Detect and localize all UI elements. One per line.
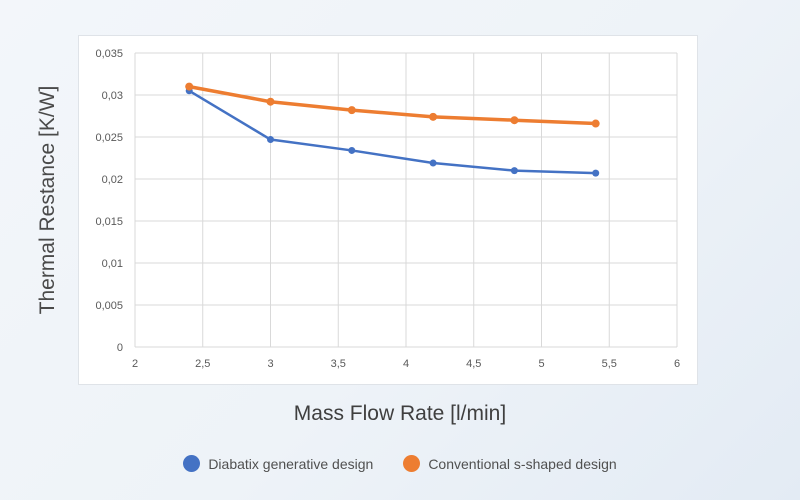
y-tick-label: 0,015 <box>95 216 123 228</box>
data-point-diabatix <box>267 136 274 144</box>
data-point-conventional <box>266 97 275 106</box>
x-tick-label: 5,5 <box>602 358 617 370</box>
line-chart: 0 0,005 0,01 0,015 0,02 0,025 0,03 0,035 2 2,5 3 3,… <box>95 48 680 370</box>
data-point-conventional <box>185 82 194 91</box>
y-tick-label: 0,02 <box>102 174 123 186</box>
x-tick-label: 4,5 <box>466 358 481 370</box>
y-tick-label: 0,03 <box>102 90 123 102</box>
x-tick-label: 2 <box>132 358 138 370</box>
series-line-conventional <box>187 84 598 126</box>
legend-item-conventional: Conventional s-shaped design <box>403 455 617 472</box>
x-tick-label: 3 <box>267 358 273 370</box>
x-tick-label: 5 <box>538 358 544 370</box>
data-point-conventional <box>591 119 600 128</box>
data-point-diabatix <box>429 159 437 167</box>
data-point-conventional <box>510 116 519 125</box>
y-tick-label: 0 <box>117 342 123 354</box>
y-tick-label: 0,035 <box>95 48 123 60</box>
x-tick-label: 4 <box>403 358 409 370</box>
y-axis-title: Thermal Restance [K/W] <box>36 85 59 315</box>
legend-marker-diabatix <box>183 455 201 472</box>
legend-label-conventional: Conventional s-shaped design <box>428 455 617 472</box>
data-point-diabatix <box>510 167 518 175</box>
y-tick-label: 0,025 <box>95 132 123 144</box>
y-tick-label: 0,01 <box>102 258 123 270</box>
data-point-diabatix <box>348 146 356 154</box>
x-tick-label: 3,5 <box>331 358 346 370</box>
y-tick-label: 0,005 <box>95 300 123 312</box>
x-tick-label: 6 <box>674 358 680 370</box>
legend: Diabatix generative design Conventional … <box>0 455 800 472</box>
data-point-diabatix <box>592 169 600 177</box>
plot-area: 0 0,005 0,01 0,015 0,02 0,025 0,03 0,035 2 2,5 3 3,… <box>78 35 698 385</box>
legend-marker-conventional <box>403 455 421 472</box>
x-tick-label: 2,5 <box>195 358 210 370</box>
legend-item-diabatix: Diabatix generative design <box>183 455 373 472</box>
legend-label-diabatix: Diabatix generative design <box>208 455 374 472</box>
data-point-conventional <box>347 106 356 115</box>
x-axis-title: Mass Flow Rate [l/min] <box>293 402 507 425</box>
series-line-diabatix <box>187 89 597 175</box>
data-point-conventional <box>429 112 438 121</box>
